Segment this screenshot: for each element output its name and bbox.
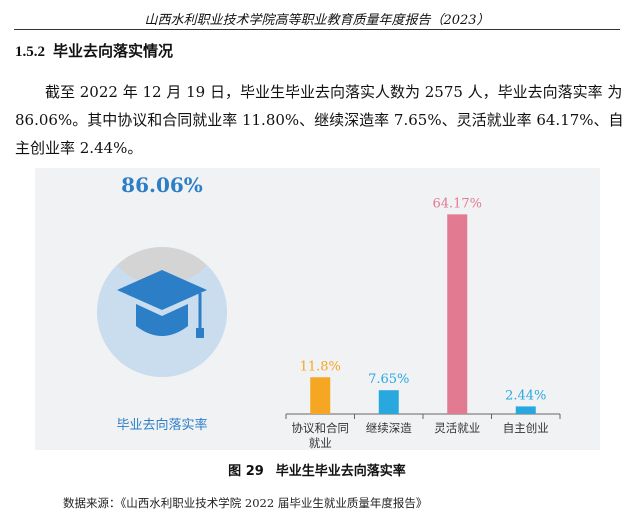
gauge-value-label: 86.06% (121, 173, 203, 197)
paragraph-line: 86.06%。其中协议和合同就业率 11.80%、继续深造率 7.65%、灵活就… (15, 111, 624, 129)
chart-panel: 86.06% 毕业去向落实率 11.8% 协议和合同 就业 7.65% 继续深造 64.17%… (35, 168, 600, 450)
x-tick-label: 继续深造 (366, 421, 412, 435)
section-title: 毕业去向落实情况 (53, 42, 174, 60)
x-tick-label: 就业 (309, 436, 332, 450)
figure-title: 毕业生毕业去向落实率 (275, 464, 406, 479)
bar (515, 406, 536, 414)
figure-source: 数据来源：《山西水利职业技术学院 2022 届毕业生就业质量年度报告》 (63, 496, 428, 510)
header-divider (14, 29, 620, 30)
body-paragraph: 截至 2022 年 12 月 19 日，毕业生毕业去向落实人数为 2575 人，… (15, 78, 624, 162)
paragraph-line: 主创业率 2.44%。 (15, 139, 143, 157)
figure-number: 图 29 (228, 464, 264, 479)
x-tick-label: 灵活就业 (434, 421, 480, 435)
bar-data-label: 64.17% (432, 196, 482, 211)
graduation-cap-tassel-end (196, 328, 204, 338)
bar-data-label: 11.8% (300, 359, 341, 374)
bar-data-label: 2.44% (505, 388, 546, 403)
bar (310, 377, 331, 414)
graduation-cap-band (136, 304, 188, 336)
section-number: 1.5.2 (15, 44, 45, 60)
running-header: 山西水利职业技术学院高等职业教育质量年度报告（2023） (144, 13, 490, 28)
bar (378, 390, 399, 414)
bar (447, 214, 468, 414)
chart-canvas: 86.06% 毕业去向落实率 11.8% 协议和合同就业 7.65% 继续深造 64.17%… (97, 173, 561, 450)
gauge-caption-label: 毕业去向落实率 (116, 417, 207, 433)
bar-data-label: 7.65% (368, 372, 409, 387)
x-tick-label: 协议和合同 (292, 421, 350, 435)
x-tick-label: 自主创业 (503, 421, 549, 435)
section-heading: 1.5.2 毕业去向落实情况 (15, 40, 173, 61)
figure-caption: 图 29 毕业生毕业去向落实率 (0, 460, 634, 479)
graduation-cap-icon (117, 270, 207, 310)
paragraph-line: 截至 2022 年 12 月 19 日，毕业生毕业去向落实人数为 2575 人，… (45, 83, 623, 101)
